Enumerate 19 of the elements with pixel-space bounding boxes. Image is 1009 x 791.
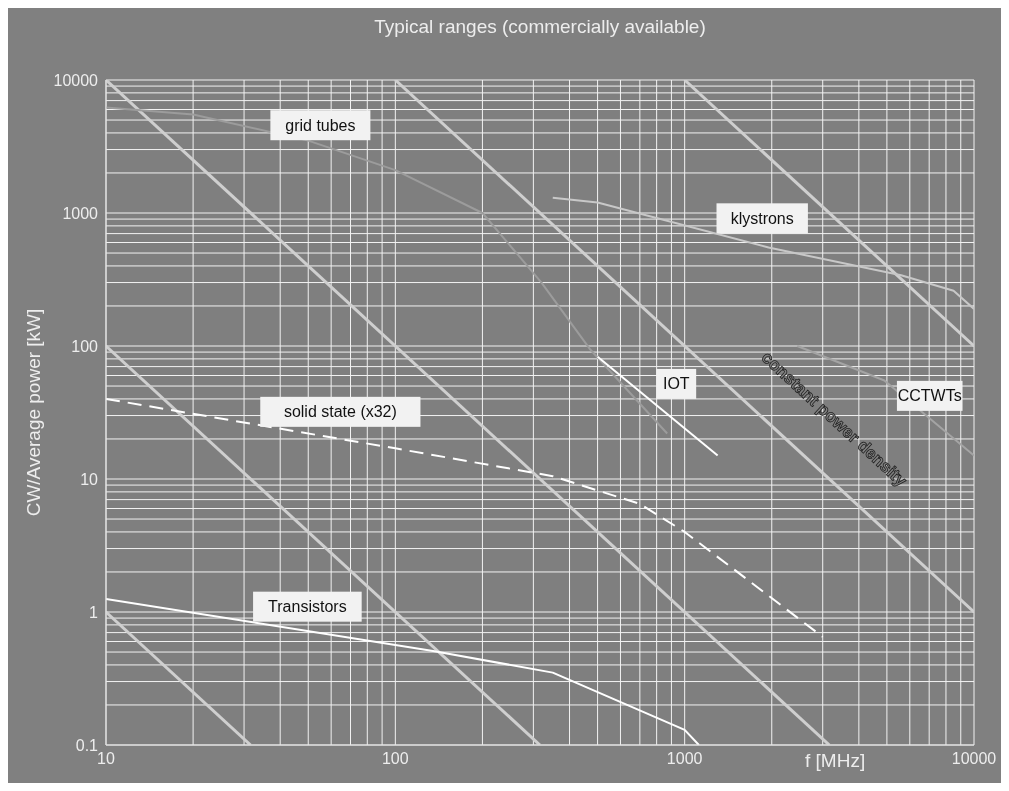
y-tick-label: 0.1 bbox=[75, 736, 99, 754]
chart-title: Typical ranges (commercially available) bbox=[373, 16, 707, 38]
y-tick-label: 1 bbox=[89, 603, 99, 621]
y-tick-label: 100 bbox=[71, 337, 99, 355]
y-axis-title: CW/Average power [kW] bbox=[22, 308, 44, 517]
x-tick-label: 10000 bbox=[951, 750, 997, 768]
x-tick-label: 10 bbox=[97, 750, 115, 768]
y-tick-label: 10000 bbox=[53, 71, 99, 89]
y-tick-label: 1000 bbox=[62, 204, 99, 222]
annotation: Transistors bbox=[268, 598, 347, 616]
annotation: grid tubes bbox=[285, 116, 356, 134]
annotation: CCTWTs bbox=[897, 387, 962, 405]
annotation: solid state (x32) bbox=[283, 403, 397, 421]
x-tick-label: 100 bbox=[381, 750, 409, 768]
annotation: IOT bbox=[662, 375, 690, 393]
x-axis-title: f [MHz] bbox=[805, 750, 866, 771]
y-tick-label: 10 bbox=[80, 470, 99, 488]
x-tick-label: 1000 bbox=[666, 750, 703, 768]
annotation: klystrons bbox=[730, 209, 794, 227]
